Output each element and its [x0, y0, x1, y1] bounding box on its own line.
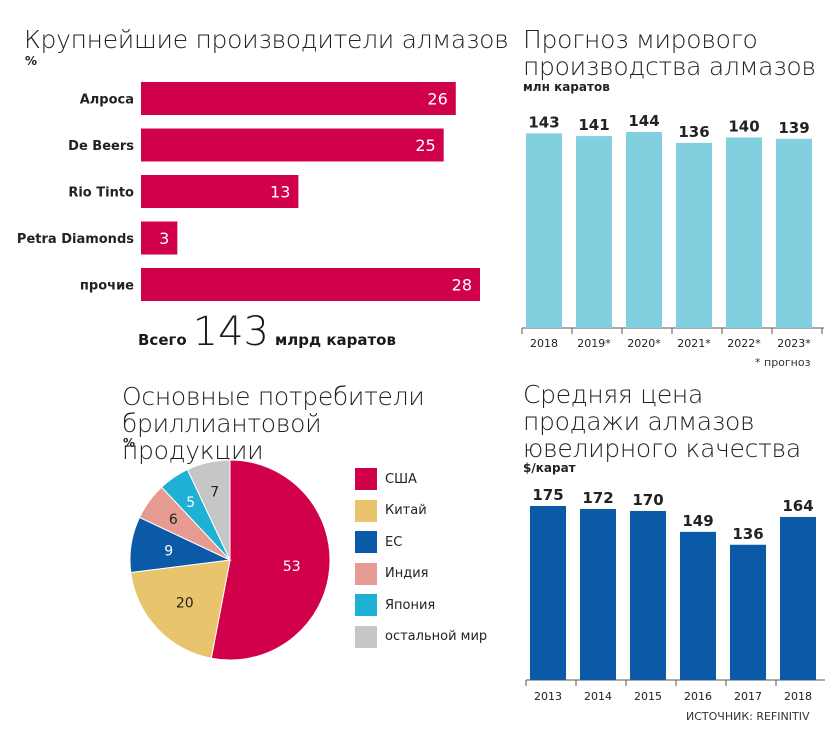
pie-slice-0 — [210, 459, 331, 661]
category-label-3: 2016 — [684, 690, 712, 703]
value-label-3: 3 — [159, 229, 169, 248]
legend-label-0: США — [385, 471, 417, 487]
legend-item-5: остальной мир — [355, 625, 488, 648]
value-label-3: 149 — [682, 512, 713, 530]
legend-swatch-5 — [355, 625, 377, 648]
legend-item-3: Индия — [355, 562, 429, 585]
consumers-pie: 53 20 9 657 — [129, 459, 331, 661]
bar-4 — [726, 137, 762, 328]
total-suffix: млрд каратов — [275, 331, 396, 349]
pie-value-label-3: 6 — [169, 512, 178, 528]
value-label-2: 170 — [632, 491, 663, 509]
bar-2 — [630, 510, 666, 680]
pie-slice-5 — [186, 459, 231, 561]
bar-5 — [780, 516, 816, 680]
value-label-4: 28 — [452, 276, 472, 295]
producers-chart: Алроса 26 De Beers 25 Rio Tinto 13 Petra Diamo… — [17, 82, 480, 301]
value-label-4: 136 — [732, 525, 763, 543]
total-value: 143 — [192, 309, 269, 355]
pie-value-label-2: 9 — [164, 543, 173, 559]
category-label-3: 2021* — [677, 337, 711, 350]
forecast-title: Прогноз мирового производства алмазов — [523, 25, 816, 81]
category-label-2: 2020* — [627, 337, 661, 350]
bar-4 — [141, 268, 480, 301]
legend-label-1: Китай — [385, 503, 427, 518]
producers-total: Всего 143 млрд каратов — [138, 310, 396, 354]
forecast-chart: 143 2018 141 2019* 144 2020* 136 2021* 140 2022* 1… — [521, 112, 824, 350]
price-unit: $/карат — [523, 461, 576, 475]
legend-swatch-3 — [355, 562, 377, 585]
bar-1 — [580, 508, 616, 680]
category-label-2: Rio Tinto — [68, 186, 134, 201]
category-label-4: 2017 — [734, 690, 762, 703]
legend-swatch-0 — [355, 468, 377, 490]
category-label-2: 2015 — [634, 690, 662, 703]
bar-0 — [141, 82, 456, 115]
category-label-4: прочие — [80, 279, 134, 294]
bar-4 — [730, 544, 766, 680]
legend-item-2: ЕС — [355, 531, 402, 553]
bar-2 — [626, 132, 662, 328]
category-label-3: Petra Diamonds — [17, 232, 134, 247]
producers-unit: % — [25, 54, 38, 68]
consumers-title: Основные потребители бриллиантовой проду… — [122, 382, 425, 465]
total-prefix: Всего — [138, 331, 187, 349]
value-label-3: 136 — [678, 123, 709, 141]
bar-0 — [526, 133, 562, 328]
category-label-5: 2023* — [777, 337, 811, 350]
category-label-1: 2014 — [584, 690, 612, 703]
bar-5 — [776, 138, 812, 328]
legend-label-5: остальной мир — [385, 629, 488, 644]
category-label-1: De Beers — [68, 139, 134, 154]
bar-2 — [141, 175, 299, 208]
price-source: ИСТОЧНИК: REFINITIV — [686, 710, 810, 723]
bar-0 — [530, 506, 566, 680]
legend-item-1: Китай — [355, 499, 427, 522]
category-label-4: 2022* — [727, 337, 761, 350]
pie-value-label-5: 7 — [210, 485, 219, 501]
value-label-0: 143 — [528, 113, 559, 131]
value-label-1: 172 — [582, 489, 613, 507]
pie-value-label-1: 20 — [176, 595, 194, 611]
producers-title: Крупнейшие производители алмазов — [24, 25, 509, 54]
value-label-2: 13 — [270, 183, 290, 202]
category-label-0: Алроса — [80, 93, 134, 108]
forecast-note: * прогноз — [755, 356, 811, 369]
bar-3 — [680, 531, 716, 680]
value-label-4: 140 — [728, 117, 759, 135]
value-label-1: 141 — [578, 116, 609, 134]
pie-slice-1 — [130, 559, 231, 659]
legend-swatch-4 — [355, 594, 377, 616]
value-label-1: 25 — [415, 136, 435, 155]
pie-value-label-4: 5 — [186, 495, 195, 511]
bar-3 — [141, 221, 178, 255]
legend-label-3: Индия — [385, 566, 429, 581]
value-label-5: 164 — [782, 497, 813, 515]
consumers-unit: % — [123, 436, 136, 450]
legend-swatch-1 — [355, 499, 377, 522]
value-label-0: 26 — [427, 90, 447, 109]
legend-label-4: Япония — [385, 597, 436, 613]
category-label-5: 2018 — [784, 690, 812, 703]
legend-item-0: США — [355, 468, 417, 490]
price-chart: 175 2013 172 2014 170 2015 149 2016 136 2017 164 20… — [525, 486, 825, 703]
bar-1 — [576, 136, 612, 328]
pie-value-label-0: 53 — [283, 559, 301, 575]
category-label-0: 2013 — [534, 690, 562, 703]
forecast-unit: млн каратов — [523, 80, 610, 94]
price-title: Средняя цена продажи алмазов ювелирного … — [523, 380, 801, 463]
value-label-0: 175 — [532, 486, 563, 504]
legend-item-4: Япония — [355, 594, 435, 616]
bar-3 — [676, 142, 712, 328]
legend-label-2: ЕС — [385, 534, 403, 550]
category-label-1: 2019* — [577, 337, 611, 350]
legend-swatch-2 — [355, 531, 377, 553]
value-label-5: 139 — [778, 119, 809, 137]
bar-1 — [141, 128, 444, 162]
category-label-0: 2018 — [530, 337, 558, 350]
value-label-2: 144 — [628, 112, 659, 130]
